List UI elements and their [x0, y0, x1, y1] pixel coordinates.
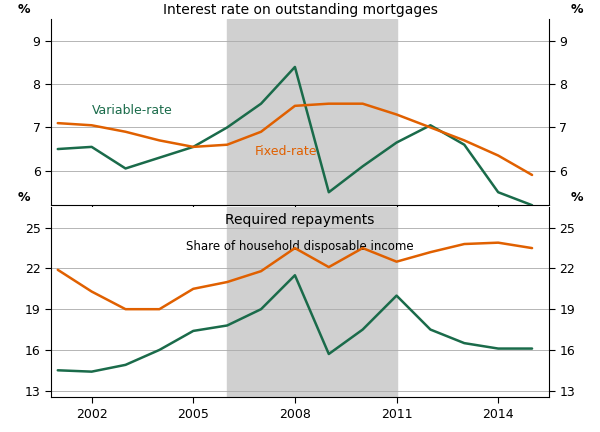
Bar: [227, 19, 397, 205]
Text: Variable-rate: Variable-rate: [92, 104, 172, 117]
Text: Share of household disposable income: Share of household disposable income: [186, 240, 414, 253]
Bar: [227, 207, 397, 397]
Text: %: %: [17, 3, 30, 16]
Text: %: %: [17, 191, 30, 203]
Title: Interest rate on outstanding mortgages: Interest rate on outstanding mortgages: [163, 3, 437, 17]
Text: Required repayments: Required repayments: [226, 213, 374, 227]
Text: %: %: [570, 191, 583, 203]
Text: Fixed-rate: Fixed-rate: [254, 145, 317, 158]
Text: %: %: [570, 3, 583, 16]
